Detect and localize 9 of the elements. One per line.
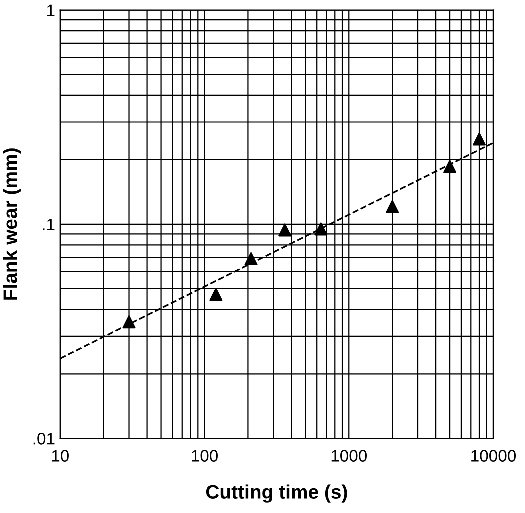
x-axis-title: Cutting time (s) (206, 484, 348, 503)
x-tick-label: 1000 (332, 450, 368, 462)
x-tick-label: 10 (52, 450, 69, 462)
y-tick-label: .01 (34, 433, 55, 445)
y-axis-title: Flank wear (mm) (3, 148, 22, 300)
y-tick-label: .1 (43, 219, 55, 230)
x-tick-label: 10000 (472, 450, 516, 462)
x-tick-label: 100 (192, 450, 218, 462)
y-tick-label: 1 (48, 4, 55, 16)
